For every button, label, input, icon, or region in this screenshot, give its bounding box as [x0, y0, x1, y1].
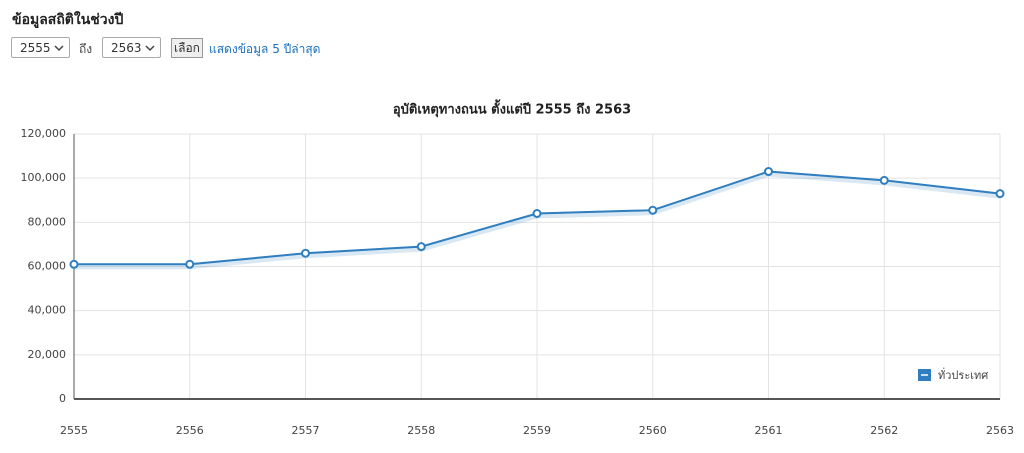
- x-tick-label: 2563: [986, 424, 1014, 437]
- to-year-select[interactable]: 2563: [102, 37, 161, 58]
- y-tick-label: 100,000: [21, 171, 67, 184]
- x-tick-label: 2556: [176, 424, 204, 437]
- chevron: [54, 45, 64, 52]
- from-year-value: 2555: [20, 41, 51, 55]
- chevron: [145, 45, 155, 52]
- x-tick-label: 2562: [870, 424, 898, 437]
- y-tick-label: 60,000: [28, 260, 67, 273]
- data-point: [69, 259, 79, 269]
- x-tick-label: 2555: [60, 424, 88, 437]
- legend-label: ทั่วประเทศ: [938, 367, 988, 382]
- select-button[interactable]: เลือก: [171, 38, 203, 58]
- page-title: ข้อมูลสถิติในช่วงปี: [12, 12, 124, 28]
- data-point: [532, 209, 542, 218]
- to-year-value: 2563: [111, 41, 142, 55]
- y-tick-label: 20,000: [28, 348, 67, 361]
- data-point: [185, 259, 195, 269]
- x-tick-label: 2561: [755, 424, 783, 437]
- x-tick-label: 2560: [639, 424, 667, 437]
- x-tick-label: 2558: [407, 424, 435, 437]
- data-point: [416, 242, 426, 252]
- data-point: [301, 248, 310, 258]
- y-tick-label: 80,000: [28, 215, 67, 228]
- data-point: [995, 189, 1005, 199]
- y-tick-label: 40,000: [28, 304, 67, 317]
- data-point: [764, 167, 773, 177]
- data-point: [879, 175, 889, 185]
- data-point: [648, 205, 658, 215]
- y-tick-label: 120,000: [21, 127, 67, 140]
- latest-5-years-link[interactable]: แสดงข้อมูล 5 ปีล่าสุด: [209, 42, 321, 56]
- x-tick-label: 2557: [292, 424, 320, 437]
- y-tick-label: 0: [59, 392, 66, 405]
- x-tick-label: 2559: [523, 424, 551, 437]
- from-year-select[interactable]: 2555: [11, 37, 70, 58]
- chart-title: อุบัติเหตุทางถนน ตั้งแต่ปี 2555 ถึง 2563: [393, 99, 631, 118]
- to-label: ถึง: [79, 42, 93, 56]
